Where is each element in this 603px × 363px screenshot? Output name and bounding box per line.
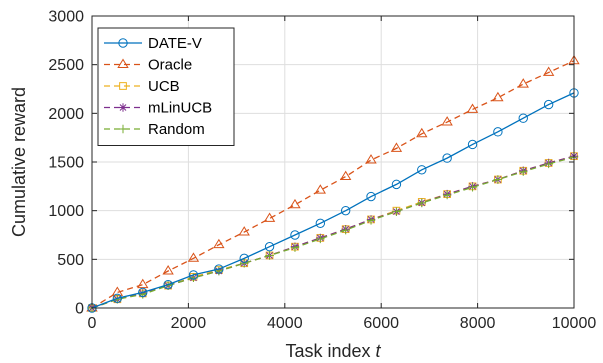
data-point [366, 216, 376, 225]
data-point [517, 78, 529, 88]
data-point [316, 234, 325, 244]
data-point [138, 290, 147, 299]
x-tick-label: 10000 [552, 315, 597, 332]
data-point [466, 103, 479, 113]
ticks: 0 2000 4000 6000 8000 10000 0 500 1000 1500 2000 25… [48, 9, 596, 333]
legend-marker [118, 124, 128, 134]
x-tick-label: 4000 [267, 315, 303, 332]
data-point [137, 278, 149, 289]
series-layer [86, 54, 580, 313]
data-point [417, 165, 427, 175]
legend-item: mLinUCB [104, 100, 212, 117]
data-point [468, 183, 477, 192]
legend-box [97, 27, 235, 146]
legend-item: Random [104, 121, 205, 138]
data-point [543, 99, 554, 110]
data-point [392, 207, 401, 216]
y-tick-label: 3000 [48, 9, 84, 26]
x-tick-label: 2000 [171, 315, 207, 332]
x-axis-label-text: Task index [285, 341, 370, 361]
data-point [263, 212, 276, 222]
legend-item: DATE-V [104, 35, 202, 52]
data-point [341, 225, 350, 235]
data-point [544, 159, 553, 169]
y-tick-label: 1000 [48, 203, 84, 220]
y-axis-label: Cumulative reward [9, 87, 29, 237]
data-point [314, 184, 327, 194]
data-point [340, 205, 351, 216]
data-point [442, 153, 452, 163]
data-point [290, 230, 300, 240]
x-tick-label: 6000 [363, 315, 399, 332]
data-point [441, 116, 453, 126]
data-point [519, 167, 528, 176]
data-point [518, 113, 528, 123]
data-point [238, 226, 250, 236]
x-axis-label: Task index t [285, 341, 381, 361]
data-point [365, 154, 377, 164]
data-point [315, 218, 326, 229]
legend-label: UCB [148, 78, 180, 95]
series-date-v [87, 88, 579, 313]
legend: DATE-V Oracle UCB mLinUCB Random [97, 27, 235, 146]
x-tick-label: 0 [88, 315, 97, 332]
data-point [162, 265, 174, 275]
data-point [214, 266, 224, 276]
y-tick-label: 2000 [48, 106, 84, 123]
data-point [138, 287, 148, 298]
data-point [265, 251, 274, 260]
data-point [214, 264, 224, 274]
y-tick-label: 500 [57, 252, 84, 269]
data-point [289, 198, 301, 209]
data-point [213, 238, 225, 249]
data-point [239, 253, 249, 264]
data-point [290, 243, 300, 252]
y-tick-label: 1500 [48, 155, 84, 172]
data-point [390, 142, 403, 152]
data-point [493, 175, 503, 184]
legend-item: UCB [104, 78, 180, 95]
legend-label: Random [148, 121, 205, 138]
legend-item: Oracle [104, 57, 192, 74]
data-point [492, 91, 504, 102]
legend-marker [117, 58, 129, 68]
data-point [391, 179, 402, 190]
data-point [366, 191, 376, 202]
x-tick-label: 8000 [460, 315, 496, 332]
data-point [187, 252, 200, 262]
data-point [240, 259, 249, 268]
legend-marker [119, 82, 127, 90]
y-tick-label: 0 [75, 301, 84, 318]
legend-label: DATE-V [148, 35, 202, 52]
data-point [493, 127, 503, 137]
legend-label: mLinUCB [148, 100, 212, 117]
data-point [442, 190, 452, 200]
legend-label: Oracle [148, 57, 192, 74]
legend-marker [118, 38, 128, 48]
data-point [416, 127, 428, 138]
data-point [163, 279, 173, 290]
data-point [467, 139, 478, 150]
x-axis-label-variable: t [376, 341, 382, 361]
data-point [264, 241, 275, 252]
data-point [542, 66, 555, 76]
legend-marker [118, 103, 128, 112]
y-tick-label: 2500 [48, 57, 84, 74]
data-point [417, 198, 426, 208]
data-point [339, 170, 352, 181]
data-point [188, 270, 199, 280]
data-point [112, 293, 123, 303]
